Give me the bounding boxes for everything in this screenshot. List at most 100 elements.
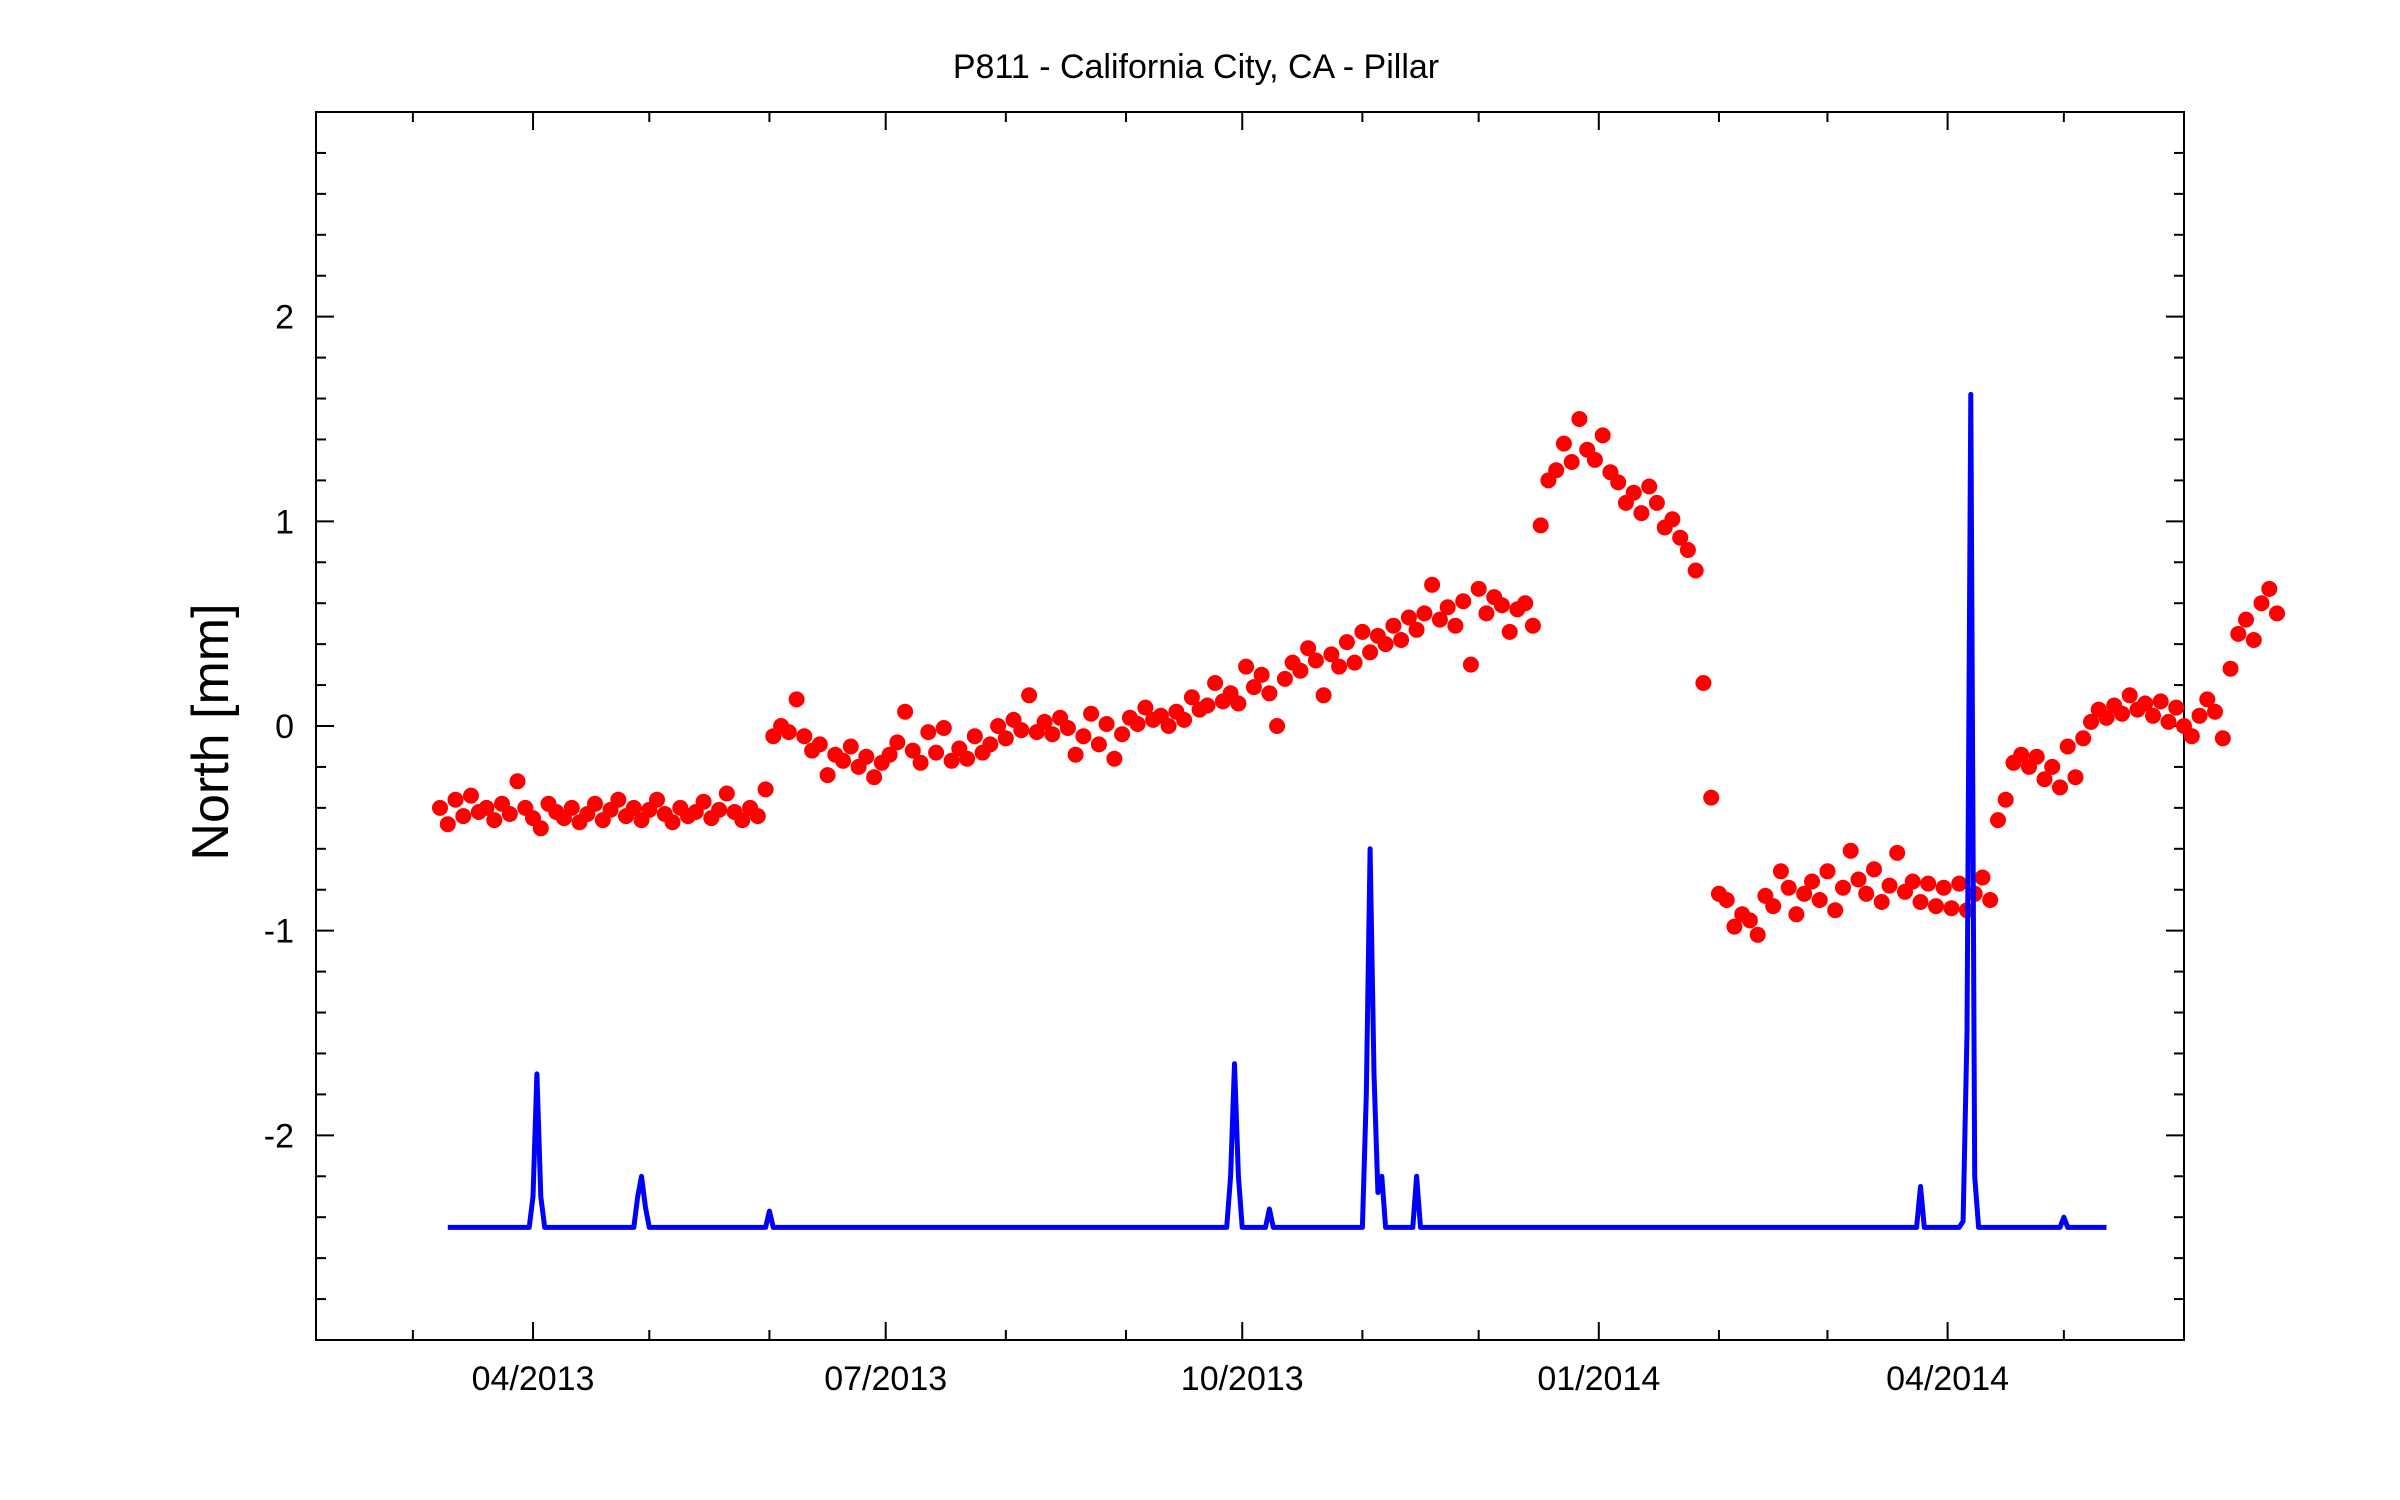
data-point (1354, 623, 1371, 640)
data-point (2145, 707, 2161, 724)
data-point (1036, 713, 1053, 730)
data-point (1827, 902, 1844, 919)
y-tick-label: 0 (275, 708, 294, 746)
data-point (2199, 691, 2216, 708)
data-point (1462, 656, 1479, 673)
data-point (2230, 625, 2247, 642)
data-point (2261, 580, 2278, 597)
data-point (943, 752, 960, 769)
data-point (1990, 812, 2006, 829)
data-point (842, 738, 859, 755)
data-point (2059, 738, 2076, 755)
data-point (718, 785, 735, 802)
data-point (1362, 644, 1379, 661)
series-line-path (447, 391, 2107, 1230)
data-point (997, 730, 1014, 747)
data-point (1772, 863, 1789, 880)
data-point (1997, 791, 2014, 808)
series-scatter (432, 411, 2285, 943)
data-point (2013, 746, 2030, 763)
data-point (1703, 789, 1720, 806)
data-point (2036, 771, 2053, 788)
data-point (1586, 451, 1603, 468)
data-point (897, 703, 914, 720)
data-point (935, 720, 952, 736)
data-point (796, 728, 813, 745)
data-point (1695, 675, 1712, 691)
data-point (1013, 722, 1030, 739)
data-point (1067, 746, 1084, 763)
data-point (2083, 713, 2099, 730)
data-point (1021, 687, 1038, 704)
data-point (625, 799, 642, 816)
data-point (1346, 654, 1363, 671)
data-point (1920, 875, 1937, 892)
data-point (2121, 687, 2138, 704)
data-point (1493, 597, 1510, 614)
data-point (1183, 689, 1200, 706)
data-point (1548, 462, 1565, 479)
data-point (912, 754, 929, 771)
data-point (447, 791, 464, 808)
data-point (439, 816, 456, 833)
data-point (1470, 580, 1487, 597)
data-point (1881, 877, 1898, 894)
data-point (509, 773, 526, 790)
data-point (1269, 718, 1286, 734)
data-point (1819, 863, 1836, 880)
x-tick-label: 01/2014 (1537, 1360, 1660, 1398)
data-point (1928, 898, 1944, 915)
data-point (1718, 892, 1735, 908)
data-point (1804, 873, 1820, 890)
data-point (920, 724, 937, 741)
data-point (1811, 892, 1828, 908)
data-point (1338, 634, 1355, 651)
x-axis: 04/2013 07/2013 10/2013 01/2014 04/2014 (411, 112, 2185, 1398)
data-point (982, 736, 999, 753)
data-point (1059, 720, 1076, 736)
data-point (1850, 871, 1867, 888)
data-point (1796, 885, 1813, 902)
y-tick-label: 2 (275, 299, 294, 337)
data-point (1501, 623, 1518, 640)
data-point (1090, 736, 1107, 753)
plot-area (315, 111, 2185, 1341)
plot-frame (315, 111, 2185, 1341)
data-point (711, 801, 728, 818)
data-point (1424, 576, 1441, 593)
data-point (1788, 906, 1805, 923)
data-point (1935, 879, 1952, 896)
data-point (1648, 494, 1665, 511)
data-point (788, 691, 805, 708)
data-point (587, 795, 603, 812)
data-point (1974, 869, 1991, 886)
data-point (695, 793, 712, 810)
x-tick-label: 10/2013 (1181, 1360, 1304, 1398)
data-point (2269, 605, 2285, 622)
data-point (2191, 707, 2208, 724)
data-point (734, 812, 751, 829)
data-point (1160, 718, 1177, 734)
data-point (2245, 632, 2262, 648)
data-point (780, 724, 797, 741)
data-point (2238, 611, 2254, 628)
data-point (432, 799, 448, 816)
data-point (2207, 703, 2223, 720)
data-point (2137, 695, 2154, 712)
data-point (1625, 484, 1642, 501)
data-point (532, 820, 549, 837)
data-point (563, 799, 580, 816)
data-point (1517, 595, 1534, 612)
data-point (1889, 844, 1906, 861)
data-point (2044, 758, 2061, 775)
data-point (1098, 716, 1115, 732)
data-point (1982, 892, 1999, 908)
data-point (1044, 726, 1061, 743)
data-point (990, 718, 1007, 734)
data-point (1904, 873, 1921, 890)
series-line (447, 391, 2107, 1230)
data-point (757, 781, 774, 798)
data-point (1679, 542, 1696, 558)
data-point (649, 791, 665, 808)
